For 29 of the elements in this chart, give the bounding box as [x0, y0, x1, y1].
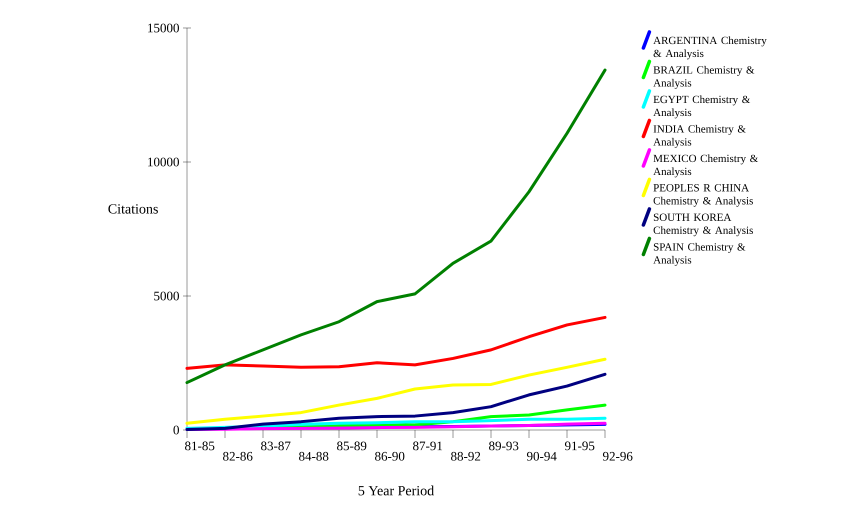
legend-label: EGYPT Chemistry & Analysis	[653, 95, 750, 118]
legend-label: PEOPLES R CHINA Chemistry & Analysis	[653, 184, 753, 207]
x-tick-label: 91-95	[564, 442, 594, 450]
y-axis-title: Citations	[108, 204, 158, 214]
line-series	[186, 68, 607, 384]
legend-label: ARGENTINA Chemistry & Analysis	[653, 36, 767, 60]
legend-label: SPAIN Chemistry & Analysis	[653, 242, 746, 266]
y-tick-label: 5000	[154, 292, 179, 300]
legend-label: MEXICO Chemistry & Analysis	[653, 154, 758, 178]
x-tick-label: 90-94	[526, 452, 557, 461]
x-tick-label: 84-88	[299, 452, 328, 461]
line-series	[186, 358, 607, 425]
y-tick-label: 0	[173, 426, 179, 434]
x-tick-label: 86-90	[375, 452, 404, 461]
x-tick-label: 88-92	[451, 452, 480, 461]
x-tick-label: 82-86	[223, 452, 252, 461]
x-tick-label: 83-87	[261, 442, 290, 450]
y-tick-label: 15000	[148, 24, 179, 32]
x-tick-label: 81-85	[185, 442, 214, 450]
y-tick-label: 10000	[148, 158, 179, 166]
x-tick-label: 85-89	[337, 442, 366, 450]
legend-label: INDIA Chemistry & Analysis	[653, 124, 746, 148]
legend-label: BRAZIL Chemistry & Analysis	[653, 66, 754, 89]
x-axis-title: 5 Year Period	[358, 486, 434, 496]
x-tick-label: 87-91	[413, 442, 442, 450]
x-tick-label: 89-93	[489, 442, 518, 450]
line-series	[186, 316, 607, 370]
x-tick-label: 92-96	[602, 452, 632, 461]
legend-label: SOUTH KOREA Chemistry & Analysis	[654, 214, 753, 236]
